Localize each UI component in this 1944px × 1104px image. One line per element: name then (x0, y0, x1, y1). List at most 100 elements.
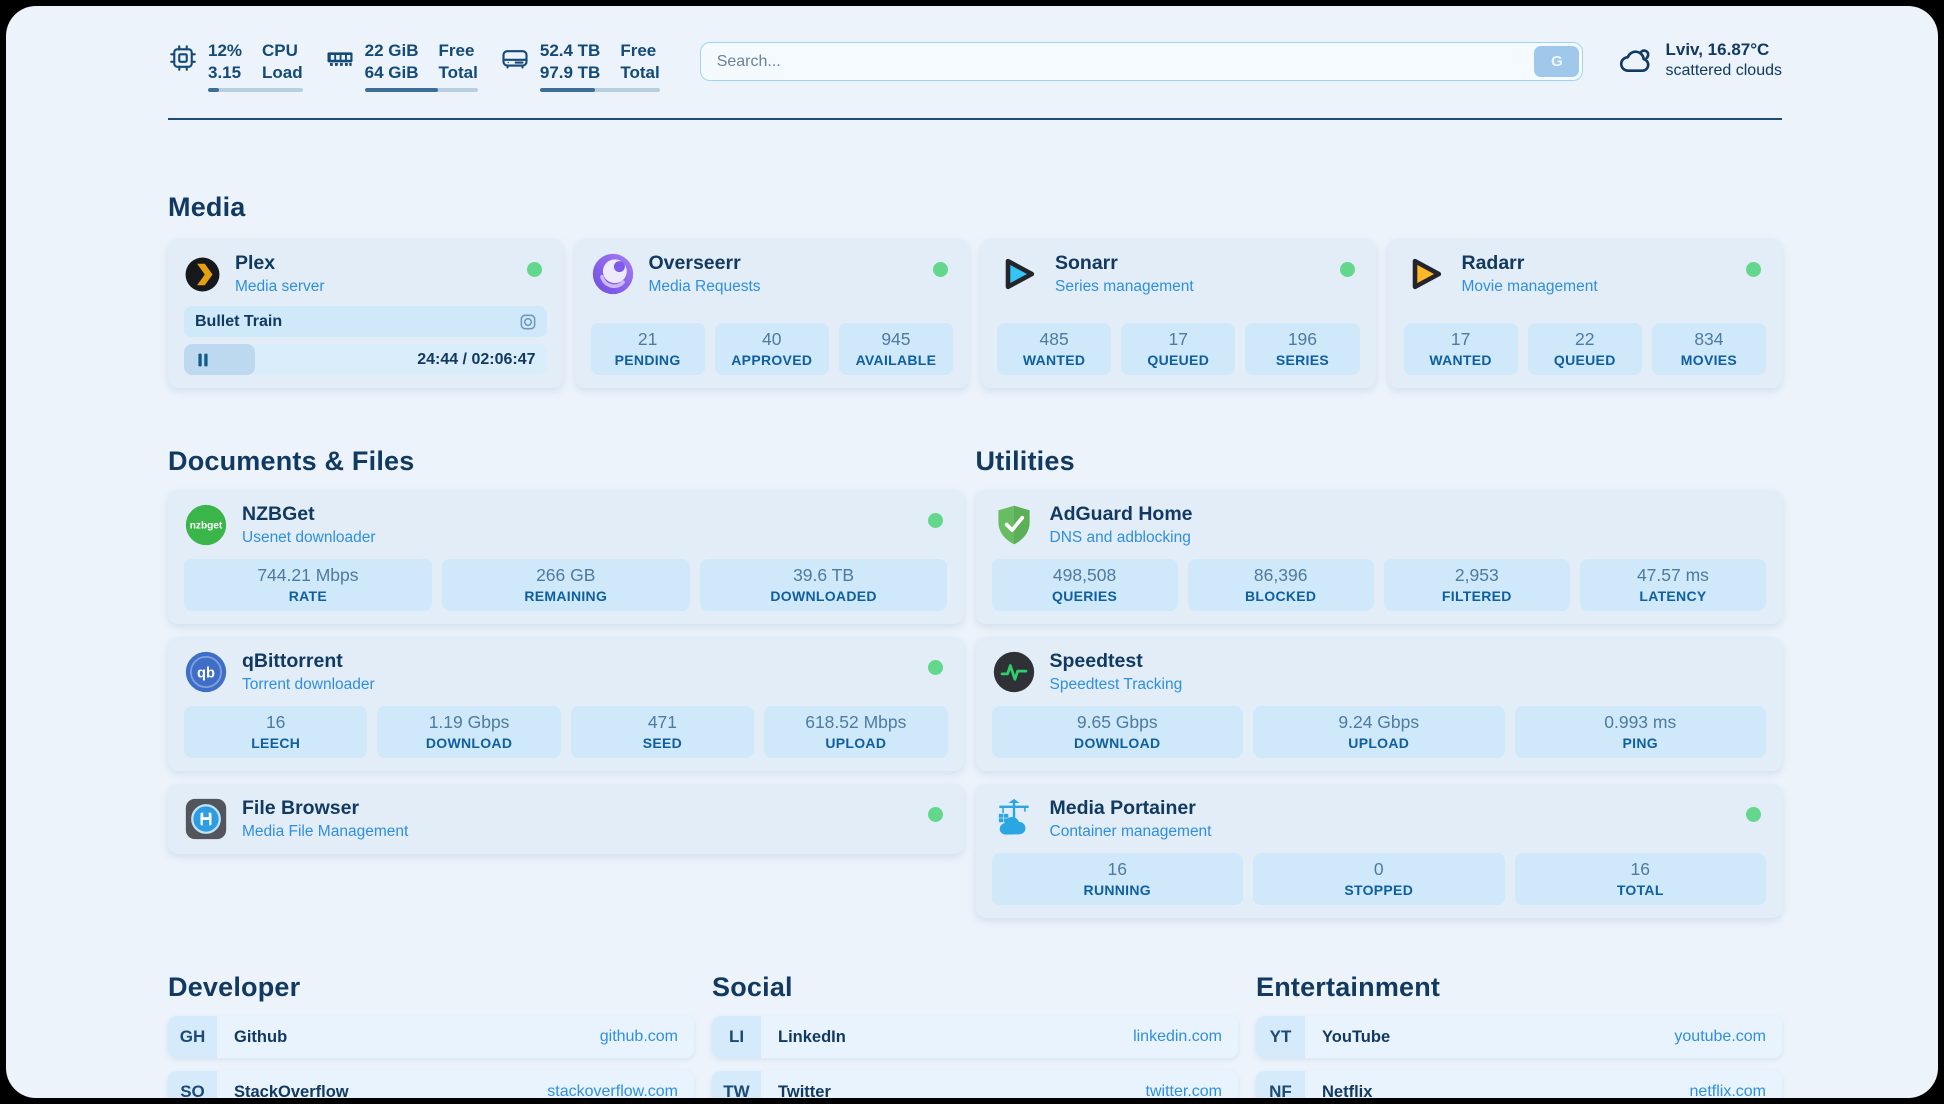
entertainment-column: Entertainment YT YouTube youtube.com NF … (1256, 972, 1782, 1098)
app-description: Media File Management (242, 823, 409, 840)
app-description: Torrent downloader (242, 676, 375, 693)
stat-value: 17 (1450, 329, 1471, 349)
app-name: qBittorrent (242, 650, 343, 672)
status-dot (1746, 807, 1761, 822)
link-row-twitter[interactable]: TW Twitter twitter.com (712, 1071, 1238, 1098)
section-title-developer: Developer (168, 972, 301, 1002)
stat-tile: 196 SERIES (1245, 323, 1360, 375)
stat-label: SERIES (1275, 352, 1329, 368)
stat-label: QUERIES (1052, 588, 1118, 604)
app-card-radarr[interactable]: Radarr Movie management 17 WANTED 22 QUE… (1387, 239, 1782, 388)
app-card-plex[interactable]: Plex Media server Bullet Train 24:44 / (168, 239, 563, 388)
section-title-entertainment: Entertainment (1256, 972, 1441, 1002)
app-description: Series management (1055, 278, 1194, 295)
app-card-qbittorrent[interactable]: qb qBittorrent Torrent downloader 16 LEE… (168, 637, 964, 771)
stat-value: 471 (647, 712, 678, 732)
stat-label: WANTED (1022, 352, 1086, 368)
link-name: Netflix (1322, 1082, 1373, 1099)
now-playing-title: Bullet Train (195, 312, 283, 330)
stat-label: SEED (642, 735, 683, 751)
status-dot (933, 262, 948, 277)
stat-value: 0 (1373, 859, 1384, 879)
media-grid: Plex Media server Bullet Train 24:44 / (168, 239, 1782, 388)
section-title-utilities: Utilities (975, 446, 1075, 476)
link-url: netflix.com (1689, 1083, 1766, 1098)
stat-tile: 47.57 ms LATENCY (1579, 559, 1766, 611)
stat-value: 9.65 Gbps (1076, 712, 1158, 732)
weather-widget[interactable]: Lviv, 16.87°C scattered clouds (1617, 40, 1782, 80)
stat-tile: 16 LEECH (184, 706, 368, 758)
svg-text:qb: qb (197, 666, 215, 682)
stat-label: UPLOAD (825, 735, 887, 751)
pause-button[interactable] (192, 349, 214, 371)
app-card-portainer[interactable]: Media Portainer Container management 16 … (975, 784, 1782, 918)
app-description: Movie management (1461, 278, 1598, 295)
app-name: Media Portainer (1049, 797, 1196, 819)
memory-values: 22 GiB 64 GiB (364, 41, 419, 82)
stat-tile: 2,953 FILTERED (1383, 559, 1570, 611)
stat-value: 16 (1107, 859, 1127, 879)
app-card-overseerr[interactable]: Overseerr Media Requests 21 PENDING 40 A… (574, 239, 969, 388)
stat-tile: 39.6 TB DOWNLOADED (699, 559, 948, 611)
stat-value: 485 (1039, 329, 1069, 349)
stat-tile: 485 WANTED (997, 323, 1112, 375)
dashboard: 12% 3.15 CPU Load 22 GiB 64 GiB (6, 6, 1938, 1098)
link-abbr: GH (168, 1016, 217, 1058)
now-playing-row: Bullet Train (184, 306, 547, 337)
stat-label: APPROVED (731, 352, 813, 368)
stat-tile: 40 APPROVED (714, 323, 829, 375)
link-row-stackoverflow[interactable]: SO StackOverflow stackoverflow.com (168, 1071, 694, 1098)
stat-value: 21 (637, 329, 658, 349)
search-engine-button[interactable]: G (1534, 46, 1580, 77)
app-description: Speedtest Tracking (1049, 676, 1183, 693)
stat-label: DOWNLOAD (425, 735, 513, 751)
weather-condition: scattered clouds (1665, 62, 1782, 79)
radarr-logo (1404, 252, 1448, 296)
app-card-speedtest[interactable]: Speedtest Speedtest Tracking 9.65 Gbps D… (975, 637, 1782, 771)
stat-value: 945 (881, 329, 911, 349)
stat-tile: 266 GB REMAINING (441, 559, 690, 611)
stat-label: LEECH (251, 735, 301, 751)
stat-label: QUEUED (1553, 352, 1616, 368)
stat-label: TOTAL (1616, 882, 1664, 898)
link-url: stackoverflow.com (547, 1083, 678, 1098)
stat-value: 196 (1287, 329, 1318, 349)
link-name: Twitter (778, 1082, 831, 1099)
stat-label: DOWNLOAD (1074, 735, 1161, 751)
stat-value: 22 (1575, 329, 1595, 349)
stat-label: LATENCY (1639, 588, 1707, 604)
app-description: DNS and adblocking (1049, 529, 1191, 546)
app-name: Sonarr (1055, 252, 1118, 274)
stat-value: 834 (1694, 329, 1724, 349)
social-column: Social LI LinkedIn linkedin.com TW Twitt… (712, 972, 1238, 1098)
search-input[interactable] (699, 42, 1584, 81)
link-row-linkedin[interactable]: LI LinkedIn linkedin.com (712, 1016, 1238, 1058)
stat-value: 39.6 TB (793, 565, 855, 585)
stat-label: FILTERED (1441, 588, 1512, 604)
section-title-documents: Documents & Files (168, 446, 415, 476)
app-description: Container management (1049, 823, 1212, 840)
stat-tile: 16 RUNNING (991, 853, 1243, 905)
memory-metric: 22 GiB 64 GiB Free Total (325, 40, 478, 92)
app-card-adguard[interactable]: AdGuard Home DNS and adblocking 498,508 … (975, 490, 1782, 624)
link-row-netflix[interactable]: NF Netflix netflix.com (1256, 1071, 1782, 1098)
disk-progress-fill (539, 87, 595, 92)
status-dot (927, 513, 943, 528)
app-card-filebrowser[interactable]: File Browser Media File Management (168, 784, 964, 854)
camera-icon (518, 312, 538, 332)
app-card-sonarr[interactable]: Sonarr Series management 485 WANTED 17 Q… (981, 239, 1376, 388)
app-description: Media server (235, 278, 325, 295)
qbittorrent-logo: qb (184, 650, 228, 694)
speedtest-logo (992, 650, 1036, 694)
cpu-metric: 12% 3.15 CPU Load (168, 40, 303, 92)
app-name: File Browser (242, 797, 360, 819)
stat-value: 618.52 Mbps (805, 712, 907, 732)
stat-label: DOWNLOADED (770, 588, 877, 604)
cpu-values: 12% 3.15 (208, 41, 243, 82)
stat-value: 47.57 ms (1636, 565, 1709, 585)
link-row-github[interactable]: GH Github github.com (168, 1016, 694, 1058)
stat-tile: 1.19 Gbps DOWNLOAD (377, 706, 561, 758)
app-card-nzbget[interactable]: nzbget NZBGet Usenet downloader 744.21 M… (168, 490, 964, 624)
memory-progress-bar (364, 87, 478, 92)
link-row-youtube[interactable]: YT YouTube youtube.com (1256, 1016, 1782, 1058)
